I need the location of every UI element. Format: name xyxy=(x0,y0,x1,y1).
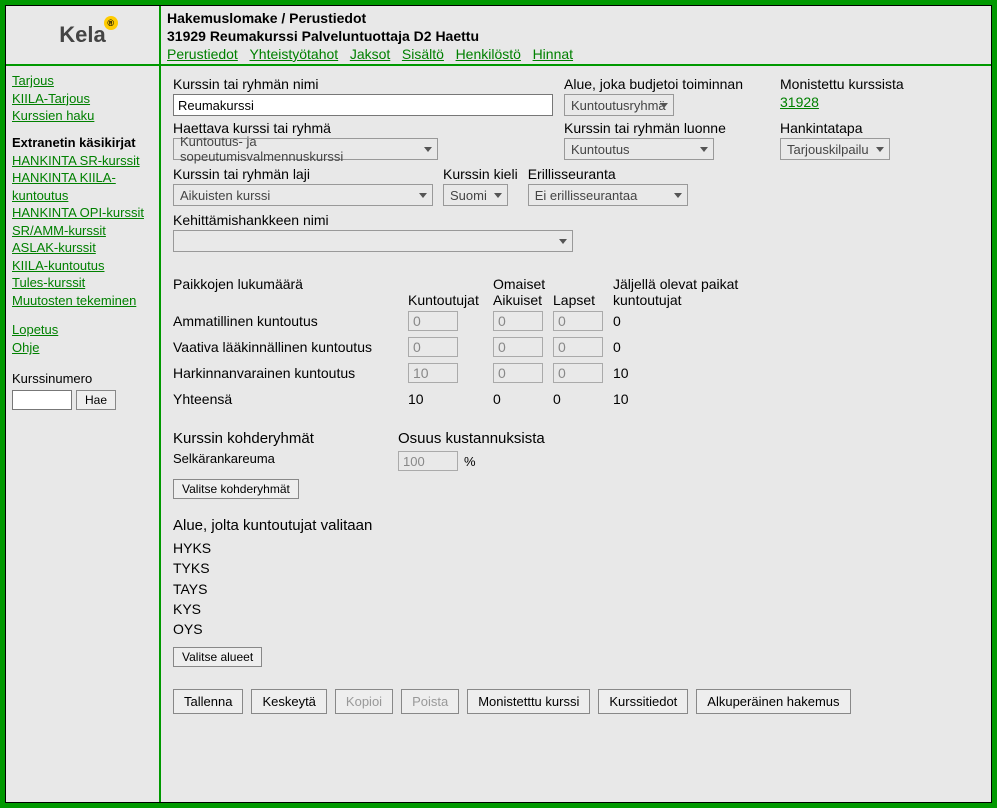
col-lapset: Lapset xyxy=(553,292,613,308)
tab-perustiedot[interactable]: Perustiedot xyxy=(167,46,238,62)
sidebar-link-kurssien-haku[interactable]: Kurssien haku xyxy=(12,107,153,125)
label-kehitt: Kehittämishankkeen nimi xyxy=(173,212,979,228)
select-laji[interactable]: Aikuisten kurssi xyxy=(173,184,433,206)
pct-unit: % xyxy=(464,454,476,469)
hae-button[interactable]: Hae xyxy=(76,390,116,410)
region-item: TYKS xyxy=(173,558,979,578)
total-a: 0 xyxy=(493,391,553,407)
sidebar-link-hankinta-kiila[interactable]: HANKINTA KIILA-kuntoutus xyxy=(12,169,153,204)
btn-kopioi: Kopioi xyxy=(335,689,393,714)
page-title-2: 31929 Reumakurssi Palveluntuottaja D2 Ha… xyxy=(167,28,985,44)
cell-l[interactable]: 0 xyxy=(553,363,603,383)
sidebar-section-label: Extranetin käsikirjat xyxy=(12,135,153,152)
sidebar-link-ohje[interactable]: Ohje xyxy=(12,339,153,357)
sidebar-link-hankinta-opi[interactable]: HANKINTA OPI-kurssit xyxy=(12,204,153,222)
total-j: 10 xyxy=(613,391,753,407)
link-monistettu-id[interactable]: 31928 xyxy=(780,94,980,110)
sidebar-link-sr-amm[interactable]: SR/AMM-kurssit xyxy=(12,222,153,240)
total-k: 10 xyxy=(408,391,493,407)
alueet-title: Alue, jolta kuntoutujat valitaan xyxy=(173,517,979,534)
btn-tallenna[interactable]: Tallenna xyxy=(173,689,243,714)
label-kieli: Kurssin kieli xyxy=(443,166,518,182)
total-label: Yhteensä xyxy=(173,391,408,407)
btn-alkuperainen[interactable]: Alkuperäinen hakemus xyxy=(696,689,850,714)
places-jaljella-label: Jäljellä olevat paikat xyxy=(613,276,753,292)
places-title: Paikkojen lukumäärä xyxy=(173,276,408,292)
logo-badge: ® xyxy=(104,16,118,30)
btn-poista: Poista xyxy=(401,689,459,714)
cell-k[interactable]: 0 xyxy=(408,337,458,357)
col-aikuiset: Aikuiset xyxy=(493,292,553,308)
page-title-1: Hakemuslomake / Perustiedot xyxy=(167,10,985,26)
label-erillis: Erillisseuranta xyxy=(528,166,688,182)
select-luonne[interactable]: Kuntoutus xyxy=(564,138,714,160)
btn-valitse-kohderyhmat[interactable]: Valitse kohderyhmät xyxy=(173,479,299,499)
region-item: OYS xyxy=(173,619,979,639)
cell-a[interactable]: 0 xyxy=(493,311,543,331)
sidebar: Tarjous KIILA-Tarjous Kurssien haku Extr… xyxy=(6,66,161,802)
input-kurssi-nimi[interactable] xyxy=(173,94,553,116)
sidebar-link-tules[interactable]: Tules-kurssit xyxy=(12,274,153,292)
btn-keskeyta[interactable]: Keskeytä xyxy=(251,689,326,714)
logo-cell: Kela ® xyxy=(6,6,161,64)
osuus-title: Osuus kustannuksista xyxy=(398,430,698,447)
tab-hinnat[interactable]: Hinnat xyxy=(533,46,573,62)
label-kurssi-nimi: Kurssin tai ryhmän nimi xyxy=(173,76,558,92)
sidebar-link-tarjous[interactable]: Tarjous xyxy=(12,72,153,90)
cell-l[interactable]: 0 xyxy=(553,337,603,357)
kohderyhmat-title: Kurssin kohderyhmät xyxy=(173,430,398,447)
region-item: HYKS xyxy=(173,538,979,558)
tab-yhteistyotahot[interactable]: Yhteistyötahot xyxy=(249,46,338,62)
total-l: 0 xyxy=(553,391,613,407)
tab-henkilosto[interactable]: Henkilöstö xyxy=(456,46,521,62)
cell-l[interactable]: 0 xyxy=(553,311,603,331)
pct-input[interactable]: 100 xyxy=(398,451,458,471)
label-monistettu: Monistettu kurssista xyxy=(780,76,980,92)
kohderyhma-item: Selkärankareuma xyxy=(173,451,398,471)
label-laji: Kurssin tai ryhmän laji xyxy=(173,166,433,182)
btn-valitse-alueet[interactable]: Valitse alueet xyxy=(173,647,262,667)
cell-j: 0 xyxy=(613,339,753,355)
sidebar-link-kiila-kuntoutus[interactable]: KIILA-kuntoutus xyxy=(12,257,153,275)
row-label: Vaativa lääkinnällinen kuntoutus xyxy=(173,339,408,355)
select-hankinta[interactable]: Tarjouskilpailu xyxy=(780,138,890,160)
kurssinumero-input[interactable] xyxy=(12,390,72,410)
cell-a[interactable]: 0 xyxy=(493,363,543,383)
cell-k[interactable]: 10 xyxy=(408,363,458,383)
tab-sisalto[interactable]: Sisältö xyxy=(402,46,444,62)
select-kieli[interactable]: Suomi xyxy=(443,184,508,206)
kurssinumero-label: Kurssinumero xyxy=(12,371,153,386)
col-kuntoutujat: Kuntoutujat xyxy=(408,292,493,308)
sidebar-link-aslak[interactable]: ASLAK-kurssit xyxy=(12,239,153,257)
kela-logo: Kela ® xyxy=(59,22,105,48)
cell-a[interactable]: 0 xyxy=(493,337,543,357)
region-item: TAYS xyxy=(173,579,979,599)
main-content: Kurssin tai ryhmän nimi Alue, joka budje… xyxy=(161,66,991,802)
select-kehitt[interactable] xyxy=(173,230,573,252)
select-haettava[interactable]: Kuntoutus- ja sopeutumisvalmennuskurssi xyxy=(173,138,438,160)
label-hankinta: Hankintatapa xyxy=(780,120,980,136)
cell-j: 0 xyxy=(613,313,753,329)
places-table: Paikkojen lukumäärä Omaiset Jäljellä ole… xyxy=(173,276,979,412)
btn-kurssitiedot[interactable]: Kurssitiedot xyxy=(598,689,688,714)
sidebar-link-hankinta-sr[interactable]: HANKINTA SR-kurssit xyxy=(12,152,153,170)
tab-jaksot[interactable]: Jaksot xyxy=(350,46,390,62)
tab-bar: Perustiedot Yhteistyötahot Jaksot Sisält… xyxy=(167,46,985,62)
col-kuntoutujat2: kuntoutujat xyxy=(613,292,753,308)
places-omaiset-label: Omaiset xyxy=(493,276,553,292)
region-item: KYS xyxy=(173,599,979,619)
select-alue-budjetoi[interactable]: Kuntoutusryhmä xyxy=(564,94,674,116)
select-erillis[interactable]: Ei erillisseurantaa xyxy=(528,184,688,206)
row-label: Ammatillinen kuntoutus xyxy=(173,313,408,329)
btn-monistettu-kurssi[interactable]: Monistetttu kurssi xyxy=(467,689,590,714)
row-label: Harkinnanvarainen kuntoutus xyxy=(173,365,408,381)
label-luonne: Kurssin tai ryhmän luonne xyxy=(564,120,774,136)
sidebar-link-kiila-tarjous[interactable]: KIILA-Tarjous xyxy=(12,90,153,108)
sidebar-link-muutosten[interactable]: Muutosten tekeminen xyxy=(12,292,153,310)
label-alue-budjetoi: Alue, joka budjetoi toiminnan xyxy=(564,76,774,92)
sidebar-link-lopetus[interactable]: Lopetus xyxy=(12,321,153,339)
cell-j: 10 xyxy=(613,365,753,381)
cell-k[interactable]: 0 xyxy=(408,311,458,331)
